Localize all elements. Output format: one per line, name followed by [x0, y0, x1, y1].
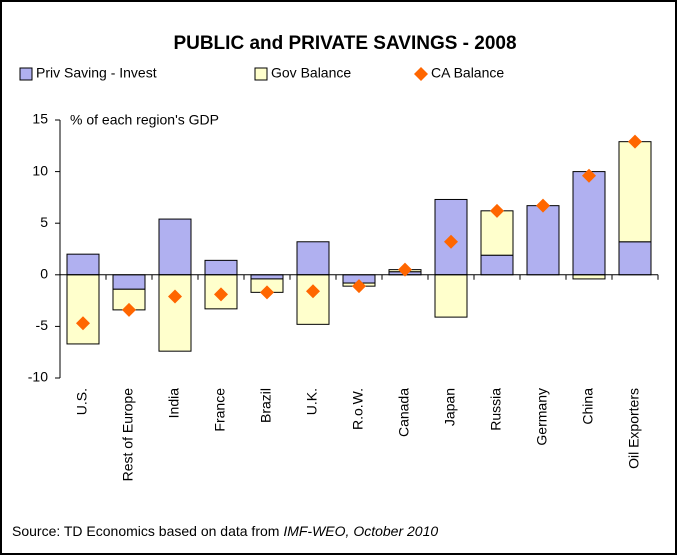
ca-marker [490, 203, 504, 218]
ca-marker [168, 289, 182, 304]
bar [204, 259, 238, 276]
legend-swatch [19, 67, 33, 81]
x-tick-label: Germany [534, 388, 550, 446]
x-tick-label: Canada [396, 388, 412, 437]
x-tick-label: U.S. [74, 388, 90, 415]
x-tick-label: Japan [442, 388, 458, 426]
y-tick-label: 15 [32, 111, 48, 127]
y-tick-label: 0 [40, 266, 48, 282]
legend-swatch [414, 67, 428, 81]
source-text: Source: TD Economics based on data from [12, 523, 283, 539]
ca-marker [582, 168, 596, 183]
x-tick-label: R.o.W. [350, 388, 366, 430]
bar [572, 274, 606, 280]
legend-label: CA Balance [431, 65, 504, 81]
x-tick-label: Oil Exporters [626, 388, 642, 469]
ca-marker [444, 234, 458, 249]
bar [112, 274, 146, 290]
bar [296, 274, 330, 325]
legend-label: Priv Saving - Invest [36, 65, 157, 81]
bar [572, 171, 606, 276]
bar [434, 274, 468, 318]
y-tick-label: 5 [40, 214, 48, 230]
x-tick-label: U.K. [304, 388, 320, 415]
bar [158, 274, 192, 352]
x-tick-label: India [166, 388, 182, 419]
y-tick-label: 10 [32, 162, 48, 178]
bar [618, 241, 652, 276]
x-tick-label: Brazil [258, 388, 274, 423]
legend-swatch [254, 67, 268, 81]
ca-marker [398, 262, 412, 277]
ca-marker [306, 284, 320, 299]
bar [66, 253, 100, 276]
ca-marker [76, 316, 90, 331]
ca-marker [536, 198, 550, 213]
legend-label: Gov Balance [271, 65, 351, 81]
bar [526, 205, 560, 276]
bar [296, 241, 330, 276]
y-tick-label: -10 [28, 369, 48, 385]
ca-marker [122, 302, 136, 317]
bar [480, 254, 514, 276]
x-tick-label: Russia [488, 388, 504, 431]
ca-marker [260, 285, 274, 300]
source-italic: IMF-WEO, October 2010 [283, 523, 438, 539]
chart-title: PUBLIC and PRIVATE SAVINGS - 2008 [173, 33, 516, 54]
bar [250, 274, 284, 280]
y-axis-label: % of each region's GDP [70, 112, 219, 128]
x-tick-label: China [580, 388, 596, 425]
ca-marker [628, 134, 642, 149]
source: Source: TD Economics based on data from … [12, 523, 438, 539]
bar [66, 274, 100, 345]
ca-marker [352, 279, 366, 294]
ca-marker [214, 287, 228, 302]
x-tick-label: Rest of Europe [120, 388, 136, 482]
bar [158, 218, 192, 276]
x-tick-label: France [212, 388, 228, 432]
bar [618, 141, 652, 243]
y-tick-label: -5 [36, 317, 49, 333]
